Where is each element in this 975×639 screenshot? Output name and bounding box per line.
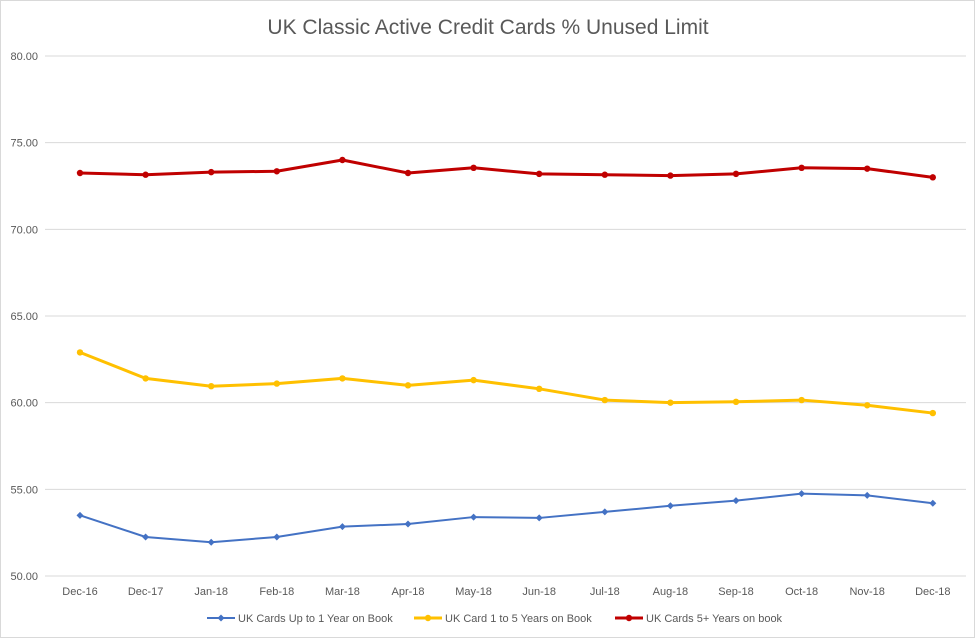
x-tick-label: Dec-18 (915, 586, 950, 598)
data-point (208, 168, 215, 176)
x-tick-label: Mar-18 (325, 586, 360, 598)
y-tick-label: 80.00 (10, 51, 38, 63)
data-point (273, 168, 280, 175)
data-point (863, 491, 871, 499)
data-point (142, 533, 150, 541)
data-point (470, 164, 477, 171)
data-point (864, 165, 871, 172)
data-point (404, 382, 412, 389)
series-1 (76, 490, 937, 546)
legend-label: UK Cards 5+ Years on book (646, 613, 783, 625)
data-point (535, 514, 543, 522)
data-point (732, 398, 740, 405)
x-tick-label: Dec-17 (128, 586, 163, 598)
y-tick-label: 55.00 (10, 484, 38, 496)
data-point (601, 508, 609, 516)
data-point (470, 376, 477, 384)
data-point (142, 171, 149, 178)
data-point (142, 375, 149, 382)
y-tick-label: 75.00 (10, 138, 38, 150)
x-tick-label: Feb-18 (259, 586, 294, 598)
chart-title: UK Classic Active Credit Cards % Unused … (267, 16, 708, 39)
x-tick-label: Sep-18 (718, 586, 753, 598)
x-tick-label: Dec-16 (62, 586, 97, 598)
legend-item: UK Card 1 to 5 Years on Book (414, 613, 592, 625)
series-line (79, 351, 933, 415)
data-point (339, 375, 346, 382)
data-point (536, 170, 543, 178)
data-point (273, 380, 280, 387)
y-tick-label: 50.00 (10, 571, 38, 583)
series-2 (76, 349, 936, 417)
data-point (273, 533, 281, 541)
data-point (667, 172, 674, 179)
series-line (79, 492, 933, 544)
data-point (798, 164, 805, 171)
legend-swatch-marker (625, 614, 633, 622)
data-point (76, 511, 84, 519)
legend-label: UK Card 1 to 5 Years on Book (445, 613, 592, 625)
data-point (601, 396, 608, 404)
legend-item: UK Cards Up to 1 Year on Book (207, 613, 393, 625)
x-tick-label: Nov-18 (849, 586, 884, 598)
data-point (207, 538, 215, 546)
data-point (929, 409, 936, 417)
data-point (470, 513, 478, 521)
legend-swatch-marker (217, 614, 225, 622)
data-point (76, 169, 84, 177)
y-axis-ticks: 50.00 55.00 60.00 65.00 70.00 75.00 80.00 (10, 51, 38, 583)
x-axis-ticks: Dec-16 Dec-17 Jan-18 Feb-18 Mar-18 Apr-18 May-… (62, 586, 950, 598)
data-point (404, 169, 412, 177)
x-tick-label: Jul-18 (590, 586, 620, 598)
y-tick-label: 65.00 (10, 311, 38, 323)
series-line (79, 158, 933, 179)
data-point (864, 402, 871, 409)
y-tick-label: 60.00 (10, 398, 38, 410)
data-point (404, 520, 412, 528)
data-point (798, 490, 806, 498)
data-point (732, 170, 740, 178)
legend-label: UK Cards Up to 1 Year on Book (238, 613, 393, 625)
legend: UK Cards Up to 1 Year on Book UK Card 1 t… (207, 613, 783, 625)
data-point (666, 502, 674, 510)
legend-swatch-marker (424, 614, 432, 622)
data-point (76, 349, 84, 356)
data-point (338, 523, 346, 531)
x-tick-label: Jan-18 (194, 586, 228, 598)
data-point (798, 396, 805, 404)
data-point (667, 399, 674, 406)
y-tick-label: 70.00 (10, 224, 38, 236)
x-tick-label: Jun-18 (522, 586, 556, 598)
gridlines (45, 55, 966, 577)
data-point (732, 497, 740, 505)
data-point (339, 156, 346, 164)
x-tick-label: Aug-18 (653, 586, 688, 598)
series-group (76, 156, 937, 546)
x-tick-label: Oct-18 (785, 586, 818, 598)
x-tick-label: May-18 (455, 586, 492, 598)
data-point (929, 499, 937, 507)
data-point (929, 174, 936, 181)
data-point (208, 383, 215, 390)
data-point (536, 385, 543, 392)
data-point (601, 171, 608, 178)
x-tick-label: Apr-18 (391, 586, 424, 598)
series-3 (76, 156, 936, 181)
legend-item: UK Cards 5+ Years on book (615, 613, 783, 625)
